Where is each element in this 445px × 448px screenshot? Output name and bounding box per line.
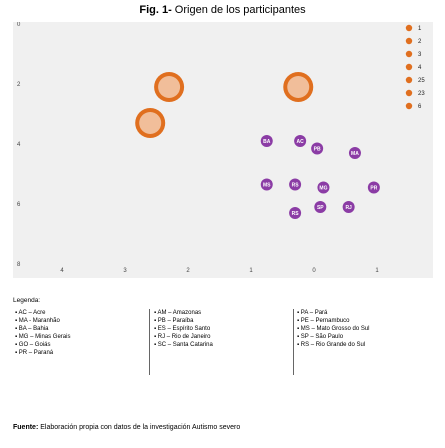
- bubble: [367, 181, 380, 194]
- x-tick-label: 0: [312, 268, 316, 274]
- bubble-label: PR: [370, 186, 377, 192]
- legend-entry: ▪ SP – São Paulo: [297, 334, 344, 340]
- bubble-label: SP: [317, 205, 324, 211]
- bubble: [317, 181, 330, 194]
- bubble-highlight: [158, 76, 181, 98]
- y-tick-label: 2: [17, 82, 21, 88]
- y-tick-label: 8: [17, 262, 21, 268]
- bubble: [260, 135, 273, 147]
- bubble: [294, 135, 307, 147]
- x-tick-label: 3: [123, 268, 127, 274]
- bubble-label: RS: [292, 211, 300, 217]
- bubble-label: RJ: [345, 205, 352, 211]
- legend-dot: [405, 102, 413, 110]
- bubble-label: BA: [263, 139, 271, 145]
- legend-entry: ▪ SC – Santa Catarina: [154, 342, 213, 348]
- y-tick-label: 0: [17, 22, 21, 28]
- legend-entry: ▪ PB – Paraíba: [154, 318, 194, 324]
- legend-value: 23: [418, 91, 425, 97]
- source-label: Fuente:: [13, 424, 39, 431]
- legend-value: 1: [418, 26, 422, 32]
- source-note: Fuente: Elaboración propia con datos de …: [13, 424, 240, 431]
- legend-column-2: ▪ AM – Amazonas ▪ PB – Paraíba ▪ ES – Espí…: [154, 309, 213, 349]
- legend-entry: ▪ AM – Amazonas: [154, 310, 202, 316]
- bubble-label: MG: [319, 186, 327, 192]
- legend-entry: ▪ ES – Espírito Santo: [154, 326, 211, 332]
- bubble: [314, 201, 327, 213]
- legend-entry: ▪ MG – Minas Gerais: [15, 334, 71, 340]
- bubble: [311, 142, 324, 155]
- y-tick-label: 6: [17, 202, 21, 208]
- bubble-label: PB: [314, 147, 321, 153]
- legend-value: 25: [418, 78, 425, 84]
- bubble: [342, 201, 355, 213]
- x-tick-label: 1: [249, 268, 253, 274]
- y-tick-label: 4: [17, 142, 21, 148]
- bubble: [260, 178, 273, 191]
- legend-dot: [405, 50, 413, 58]
- legend-divider-2: [293, 309, 294, 375]
- legend-dot: [405, 89, 413, 97]
- bubble-highlight: [287, 76, 310, 98]
- legend-column-1: ▪ AC – Acre ▪ MA - Maranhão ▪ BA – Bahia ▪ …: [15, 309, 70, 357]
- source-text: Elaboración propia con datos de la inves…: [38, 424, 241, 431]
- bubble-highlight: [139, 112, 162, 134]
- x-tick-label: 1: [375, 268, 379, 274]
- legend-dot: [405, 37, 413, 45]
- legend-entry: ▪ PE – Pernambuco: [297, 318, 350, 324]
- bubble-label: RS: [292, 183, 300, 189]
- x-tick-label: 2: [186, 268, 190, 274]
- legend-entry: ▪ RJ – Rio de Janeiro: [154, 334, 211, 340]
- legend-entry: ▪ BA – Bahia: [15, 326, 49, 332]
- legend-dot: [405, 63, 413, 71]
- x-tick-label: 4: [60, 268, 64, 274]
- legend-column-3: ▪ PA – Pará ▪ PE – Pernambuco ▪ MS – Mato …: [297, 309, 370, 349]
- figure-title-text: Origen de los participantes: [171, 4, 306, 16]
- bubble: [289, 178, 302, 191]
- legend-entry: ▪ GO – Goiás: [15, 342, 51, 348]
- legend-entry: ▪ AC – Acre: [15, 310, 46, 316]
- legend-value: 3: [418, 52, 422, 58]
- legend-dot: [405, 24, 413, 32]
- legend-dot: [405, 76, 413, 84]
- figure-number: Fig. 1-: [139, 4, 172, 16]
- legend-entry: ▪ RS – Rio Grande do Sul: [297, 342, 366, 348]
- legend-value: 6: [418, 104, 422, 110]
- state-legend: Legenda: ▪ AC – Acre ▪ MA - Maranhão ▪ BA …: [13, 297, 433, 417]
- legend-entry: ▪ PA – Pará: [297, 310, 328, 316]
- figure-title: Fig. 1- Origen de los participantes: [0, 4, 445, 16]
- legend-title: Legenda:: [13, 297, 41, 304]
- legend-value: 4: [418, 65, 422, 71]
- legend-entry: ▪ MS – Mato Grosso do Sul: [297, 326, 370, 332]
- chart-frame: [13, 22, 433, 278]
- bubble: [289, 207, 302, 219]
- legend-value: 2: [418, 39, 422, 45]
- legend-divider-1: [149, 309, 150, 375]
- bubble: [348, 147, 361, 159]
- bubble-label: AC: [297, 139, 305, 145]
- bubble-label: MA: [351, 151, 359, 157]
- legend-entry: ▪ MA - Maranhão: [15, 318, 60, 324]
- bubble-label: MS: [263, 183, 271, 189]
- legend-entry: ▪ PR – Paraná: [15, 350, 54, 356]
